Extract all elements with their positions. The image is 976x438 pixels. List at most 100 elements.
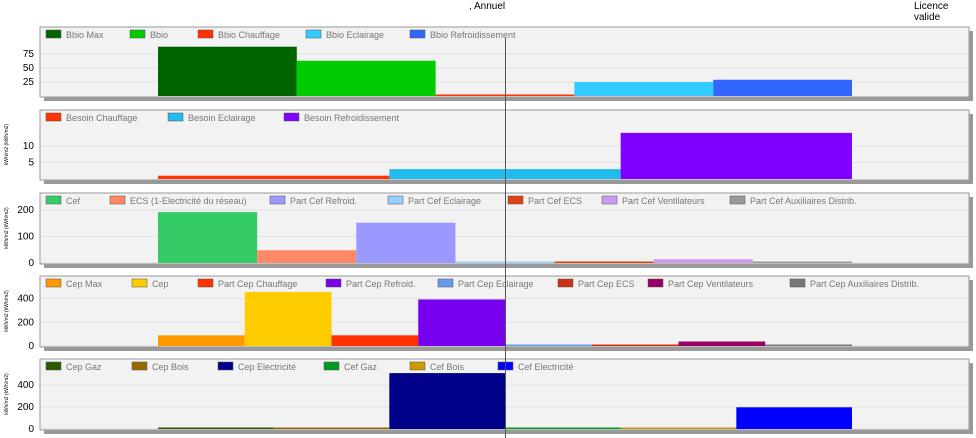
y-tick-label: 5 [28,158,34,169]
bar-5 [620,427,737,429]
legend-entry: Cep Gaz [66,362,102,372]
panel-shadow [44,347,973,351]
panel-shadow [44,430,973,434]
y-tick-label: 25 [23,77,35,88]
bar-5 [713,79,852,96]
y-tick-label: 200 [17,317,34,328]
y-axis-label: kWh/m2 (kWh/m2) [4,207,10,249]
legend-swatch [387,195,404,205]
panel-shadow [969,197,973,268]
legend-entry: ECS (1-Electricité du réseau) [130,196,247,206]
legend-entry: Bbio Refroidissement [430,30,516,40]
legend-entry: Part Cef Eclairage [408,196,481,206]
cursor-line [505,38,506,438]
y-tick-label: 10 [23,141,35,152]
legend-swatch [131,361,148,371]
panel-shadow [969,114,973,184]
y-axis-label: kWh/m2 (kWh/m2) [4,373,10,415]
legend-swatch [197,29,214,39]
panel-shadow [44,97,973,101]
chart-panel-3: 0 100 200 kWh/m2 (kWh/m2) Cef ECS (1-Electric… [4,192,973,269]
legend-entry: Part Cep Ventilateurs [668,279,754,289]
legend-swatch [557,278,574,288]
legend-swatch [647,278,664,288]
legend-entry: Cef [66,196,81,206]
y-tick-label: 400 [17,380,34,391]
legend-swatch [129,29,146,39]
legend-entry: Cep Max [66,279,103,289]
bar-7 [678,341,766,346]
legend-entry: Bbio Chauffage [218,30,280,40]
bar-1 [158,175,390,179]
legend-swatch [601,195,618,205]
chart-panel-5: 0 200 400 kWh/m2 (kWh/m2) Cep Gaz Cep Bois Cep… [4,358,973,435]
bar-5 [554,261,654,263]
legend-entry: Cef Electricité [518,362,574,372]
legend-swatch [45,195,62,205]
y-tick-label: 75 [23,49,35,60]
bar-1 [158,427,274,429]
legend-entry: Part Cef Refroid. [290,196,357,206]
legend-swatch [325,278,342,288]
bar-2 [257,250,357,263]
legend-swatch [409,361,426,371]
legend-entry: Cep Electricité [238,362,296,372]
y-tick-label: 0 [28,424,34,435]
bar-1 [158,212,258,263]
legend-swatch [217,361,234,371]
bar-7 [752,261,852,263]
legend-swatch [167,112,184,122]
legend-swatch [109,195,126,205]
legend-swatch [45,29,62,39]
y-tick-label: 100 [17,231,34,242]
bar-4 [505,427,621,429]
legend-entry: Bbio [150,30,168,40]
chart-panel-4: 0 200 400 kWh/m2 (kWh/m2) Cep Max Cep Part Cep… [4,275,973,352]
bar-3 [620,132,852,179]
y-tick-label: 0 [28,341,34,352]
legend-entry: Part Cef Auxiliaires Distrib. [750,196,857,206]
legend-entry: Part Cep Auxiliaires Distrib. [810,279,919,289]
bar-2 [296,60,436,96]
bar-2 [273,427,390,429]
bar-5 [505,344,592,346]
legend-swatch [729,195,746,205]
legend-entry: Part Cep Chauffage [218,279,297,289]
legend-entry: Part Cef ECS [528,196,582,206]
period-label: , Annuel [469,1,506,12]
bar-6 [653,259,753,263]
panel-shadow [969,280,973,351]
legend-entry: Cep [152,279,169,289]
legend-entry: Part Cep Refroid. [346,279,416,289]
bar-8 [765,344,852,346]
legend-swatch [45,361,62,371]
legend-entry: Besoin Chauffage [66,113,137,123]
legend-swatch [45,112,62,122]
y-tick-label: 200 [17,402,34,413]
legend-swatch [283,112,300,122]
legend-swatch [323,361,340,371]
y-axis-label: kWh/m2 (kWh/m2) [4,123,10,165]
y-tick-label: 50 [23,63,35,74]
legend-swatch [437,278,454,288]
bar-6 [591,344,679,346]
license-status: Licence valide [914,1,949,23]
legend-entry: Cef Gaz [344,362,378,372]
bar-1 [158,335,245,346]
legend-swatch [789,278,806,288]
legend-swatch [269,195,286,205]
legend-entry: Part Cep Eclairage [458,279,534,289]
legend-entry: Bbio Max [66,30,104,40]
legend-entry: Part Cef Ventilateurs [622,196,705,206]
y-tick-label: 400 [17,294,34,305]
legend-swatch [45,278,62,288]
y-axis-label: kWh/m2 (kWh/m2) [4,290,10,332]
legend-swatch [507,195,524,205]
chart-panel-2: 5 10 kWh/m2 (kWh/m2) Besoin Chauffage Besoin… [4,109,973,184]
legend-entry: Cef Bois [430,362,465,372]
bar-3 [389,373,505,429]
legend-swatch [131,278,148,288]
legend-entry: Part Cep ECS [578,279,635,289]
bar-4 [418,299,505,346]
bar-1 [158,46,297,96]
